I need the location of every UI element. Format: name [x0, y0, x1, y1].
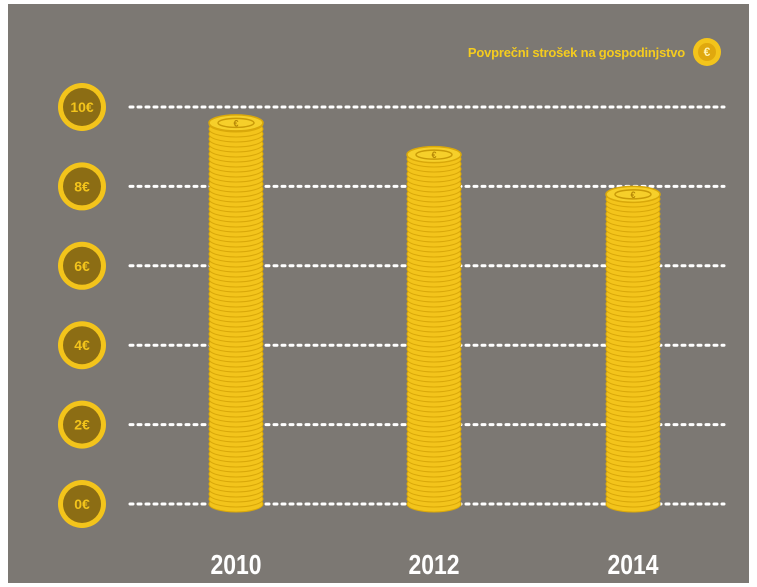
- y-tick-coin-face: [63, 167, 101, 206]
- y-tick: 2€: [58, 400, 106, 449]
- y-tick-coin-face: [63, 405, 101, 444]
- stack-top-euro: €: [630, 190, 635, 200]
- y-tick: 4€: [58, 321, 106, 370]
- coin-stack-bar: €: [605, 185, 661, 513]
- stack-top-rim: [614, 189, 652, 200]
- y-tick-label: 0€: [74, 496, 90, 512]
- y-tick-label: 8€: [74, 178, 90, 194]
- stack-top-coin: [208, 114, 264, 132]
- y-tick: 8€: [58, 162, 106, 211]
- y-tick-label: 2€: [74, 417, 90, 433]
- y-tick-coin-face: [63, 246, 101, 285]
- y-tick-label: 10€: [70, 99, 94, 115]
- stack-top-coin: [605, 185, 661, 204]
- y-tick: 6€: [58, 241, 106, 290]
- x-tick-label: 2014: [607, 550, 659, 581]
- y-tick: 0€: [58, 480, 106, 528]
- euro-coin-icon: €: [693, 38, 721, 66]
- stack-top-euro: €: [233, 118, 238, 128]
- stack-top-rim: [217, 117, 255, 129]
- coin-stack-bar: €: [406, 145, 462, 513]
- coin-stack-chart: 0€ 2€ 4€ 6€ 8€ 10€ €2010 €2012 €2014: [58, 83, 726, 581]
- y-tick-coin-face: [63, 88, 101, 126]
- y-tick-coin-face: [63, 326, 101, 365]
- legend-label: Povprečni strošek na gospodinjstvo: [467, 44, 685, 60]
- x-tick-label: 2012: [408, 550, 459, 581]
- stack-top-coin: [406, 145, 462, 164]
- coin-stack-bar: €: [208, 114, 264, 513]
- stack-top-rim: [415, 149, 453, 160]
- y-tick: 10€: [58, 83, 106, 131]
- y-tick-label: 6€: [74, 258, 90, 274]
- y-tick-coin-face: [63, 485, 101, 523]
- chart-area: 0€ 2€ 4€ 6€ 8€ 10€ €2010 €2012 €2014 Povprečni s…: [8, 4, 749, 583]
- stack-top-euro: €: [431, 150, 436, 160]
- legend-symbol: €: [698, 43, 716, 61]
- y-tick-label: 4€: [74, 337, 90, 353]
- x-tick-label: 2010: [210, 550, 261, 581]
- legend: Povprečni strošek na gospodinjstvo €: [468, 36, 721, 68]
